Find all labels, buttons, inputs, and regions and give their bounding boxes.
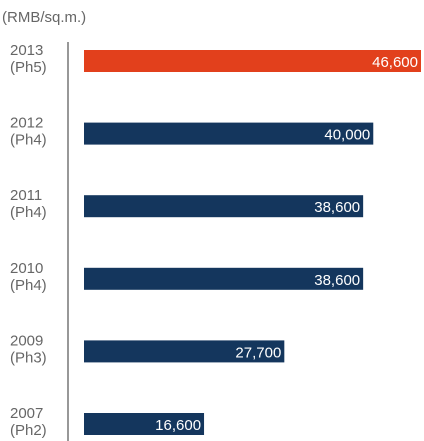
category-label: 2007 (Ph2) <box>10 405 47 439</box>
bar <box>84 340 285 363</box>
category-label: 2009 (Ph3) <box>10 332 47 366</box>
bar <box>84 122 374 145</box>
bar <box>84 195 364 218</box>
category-label: 2011 (Ph4) <box>10 187 47 221</box>
value-label: 27,700 <box>235 344 281 361</box>
value-label: 16,600 <box>155 417 201 434</box>
bar <box>84 267 364 290</box>
category-label: 2012 (Ph4) <box>10 115 47 149</box>
value-label: 40,000 <box>324 127 370 144</box>
category-label: 2013 (Ph5) <box>10 42 47 76</box>
value-label: 46,600 <box>372 54 418 71</box>
bar <box>84 413 205 435</box>
category-label: 2010 (Ph4) <box>10 260 47 294</box>
chart-title: (RMB/sq.m.) <box>2 9 86 26</box>
bar <box>84 50 421 72</box>
value-label: 38,600 <box>314 199 360 216</box>
value-label: 38,600 <box>314 272 360 289</box>
